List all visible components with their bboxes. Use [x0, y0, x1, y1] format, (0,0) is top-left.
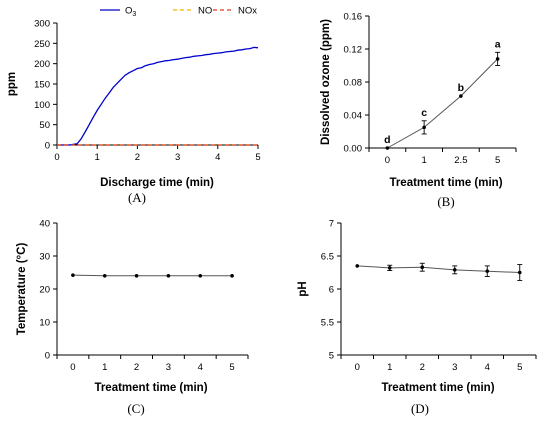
x-tick-label: 1: [421, 155, 426, 166]
x-tick-label: 5: [495, 155, 500, 166]
data-point: [385, 146, 390, 150]
series-line: [72, 274, 233, 277]
panel-label: (D): [411, 401, 429, 416]
chart-panel-3: 5 5.5 6 6.5 7 0 1 2 3 4 5 Treatment time (min) pH (D): [297, 219, 537, 416]
y-tick-label: 0: [45, 141, 50, 152]
panel-label: (C): [127, 401, 144, 416]
x-tick-label: 2.5: [454, 155, 467, 166]
data-point: [71, 273, 75, 277]
x-tick-label: 2: [135, 152, 140, 163]
x-tick-label: 3: [452, 362, 457, 373]
y-tick-label: 7: [329, 219, 334, 230]
x-axis-label: Discharge time (min): [100, 177, 214, 189]
x-tick-label: 1: [102, 362, 107, 373]
y-tick-label: 6.5: [321, 252, 334, 263]
data-point: [230, 274, 234, 278]
chart-panel-2: 0 10 20 30 40 0 1 2 3 4 5 Treatment time (min) Tempe…: [16, 219, 249, 416]
panel-label: (B): [437, 194, 454, 209]
x-tick-label: 5: [517, 362, 522, 373]
x-tick-label: 1: [95, 152, 100, 163]
significance-letter: b: [458, 82, 464, 94]
data-point: [134, 274, 139, 278]
y-tick-label: 6: [329, 285, 334, 296]
series-line: [387, 58, 498, 149]
x-tick-label: 1: [387, 362, 392, 373]
y-tick-label: 300: [34, 19, 50, 30]
chart-panel-1: 0.00 0.04 0.08 0.12 0.16 0 1 2.5 5 Treatment time…: [320, 12, 517, 209]
x-tick-label: 4: [198, 362, 203, 373]
y-tick-label: 50: [39, 120, 50, 131]
y-tick-label: 0.12: [344, 45, 363, 56]
y-tick-label: 5: [329, 351, 334, 362]
x-tick-label: 0: [355, 362, 360, 373]
x-axis-label: Treatment time (min): [94, 382, 207, 394]
y-tick-label: 150: [34, 80, 50, 91]
data-point: [459, 94, 463, 98]
y-tick-label: 10: [39, 318, 50, 329]
y-tick-label: 20: [39, 285, 50, 296]
data-point: [420, 265, 425, 270]
panel-label: (A): [128, 190, 146, 205]
x-axis-label: Treatment time (min): [389, 177, 502, 189]
x-tick-label: 5: [229, 362, 234, 373]
data-point: [452, 268, 457, 272]
data-point: [198, 274, 203, 278]
x-tick-label: 0: [54, 152, 59, 163]
data-point: [166, 274, 171, 278]
chart-panel-0: 0 50 100 150 200 250 300 0 1 2 3 4 5 Discharge time (…: [6, 6, 261, 206]
y-tick-label: 200: [34, 59, 50, 70]
y-tick-label: 0: [45, 351, 50, 362]
y-tick-label: 0.16: [344, 12, 363, 23]
significance-letter: c: [421, 107, 427, 119]
legend-label: O3: [125, 6, 136, 19]
y-axis-label: Temperature (°C): [16, 243, 28, 336]
y-tick-label: 40: [39, 219, 50, 230]
x-tick-label: 0: [385, 155, 390, 166]
data-point: [355, 264, 360, 268]
y-tick-label: 30: [39, 252, 50, 263]
x-tick-label: 5: [255, 152, 260, 163]
data-point: [495, 57, 500, 61]
y-tick-label: 0.08: [344, 78, 363, 89]
x-tick-label: 0: [70, 362, 75, 373]
y-tick-label: 0.04: [344, 111, 363, 122]
data-point: [422, 125, 426, 130]
data-point: [387, 266, 392, 270]
y-tick-label: 5.5: [321, 318, 334, 329]
data-point: [485, 269, 490, 273]
x-tick-label: 2: [420, 362, 425, 373]
y-tick-label: 0.00: [344, 144, 363, 155]
x-tick-label: 2: [134, 362, 139, 373]
data-point: [517, 270, 522, 275]
y-tick-label: 100: [34, 100, 50, 111]
x-tick-label: 4: [485, 362, 490, 373]
y-axis-label: Dissolved ozone (ppm): [320, 19, 332, 145]
x-tick-label: 3: [175, 152, 180, 163]
x-tick-label: 4: [215, 152, 220, 163]
series-line-o3: [57, 46, 259, 146]
legend-label: NOx: [238, 6, 257, 17]
legend-label: NO: [198, 6, 212, 17]
data-point: [102, 274, 107, 278]
y-tick-label: 250: [34, 39, 50, 50]
significance-letter: d: [384, 134, 390, 146]
significance-letter: a: [495, 38, 501, 50]
y-axis-label: ppm: [6, 72, 18, 96]
x-tick-label: 3: [166, 362, 171, 373]
x-axis-label: Treatment time (min): [381, 382, 494, 394]
series-line: [357, 265, 520, 273]
y-axis-label: pH: [297, 281, 309, 296]
